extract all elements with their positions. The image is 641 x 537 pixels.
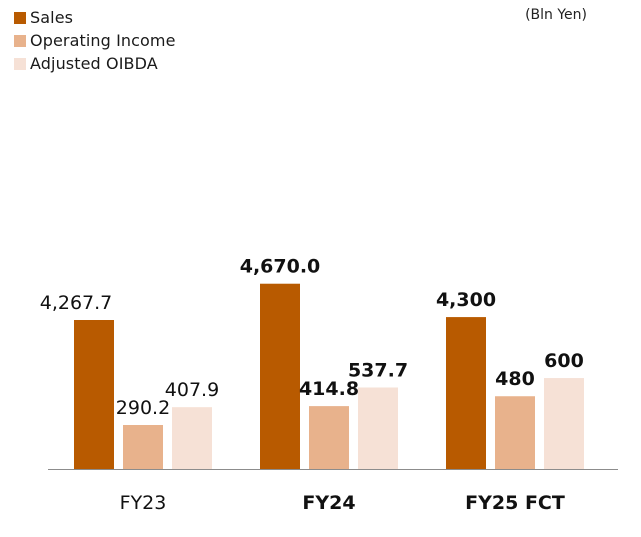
bar-adjusted-oibda-fy23 <box>172 407 212 469</box>
legend-swatch-operating-income <box>14 34 26 47</box>
x-tick-label-fy23: FY23 <box>120 492 167 514</box>
data-label-sales-fy24: 4,670.0 <box>240 256 321 278</box>
legend-label-sales: Sales <box>30 8 74 27</box>
data-label-adjusted-oibda-fy23: 407.9 <box>165 379 219 401</box>
legend-swatch-sales <box>14 11 26 24</box>
bar-sales-fy24 <box>260 283 300 469</box>
data-label-adjusted-oibda-fy24: 537.7 <box>348 359 408 381</box>
bar-adjusted-oibda-fy24 <box>358 387 398 469</box>
data-label-operating-income-fy23: 290.2 <box>116 397 170 419</box>
x-tick-label-fy25-fct: FY25 FCT <box>465 492 565 514</box>
legend-item-operating-income: Operating Income <box>14 29 176 52</box>
data-label-operating-income-fy24: 414.8 <box>299 378 359 400</box>
unit-label: (Bln Yen) <box>525 7 587 23</box>
bar-operating-income-fy24 <box>309 406 349 469</box>
data-label-sales-fy25-fct: 4,300 <box>436 289 496 311</box>
legend-swatch-adjusted-oibda <box>14 57 26 70</box>
legend: Sales Operating Income Adjusted OIBDA <box>14 6 176 75</box>
x-tick-label-fy24: FY24 <box>302 492 355 514</box>
data-label-sales-fy23: 4,267.7 <box>40 292 113 314</box>
bar-operating-income-fy23 <box>123 425 163 469</box>
legend-label-operating-income: Operating Income <box>30 31 176 50</box>
legend-label-adjusted-oibda: Adjusted OIBDA <box>30 54 158 73</box>
bar-sales-fy25-fct <box>446 317 486 469</box>
bar-sales-fy23 <box>74 320 114 469</box>
legend-item-adjusted-oibda: Adjusted OIBDA <box>14 52 176 75</box>
data-label-operating-income-fy25-fct: 480 <box>495 368 535 390</box>
data-label-adjusted-oibda-fy25-fct: 600 <box>544 350 584 372</box>
bar-adjusted-oibda-fy25-fct <box>544 378 584 469</box>
legend-item-sales: Sales <box>14 6 176 29</box>
bar-operating-income-fy25-fct <box>495 396 535 469</box>
